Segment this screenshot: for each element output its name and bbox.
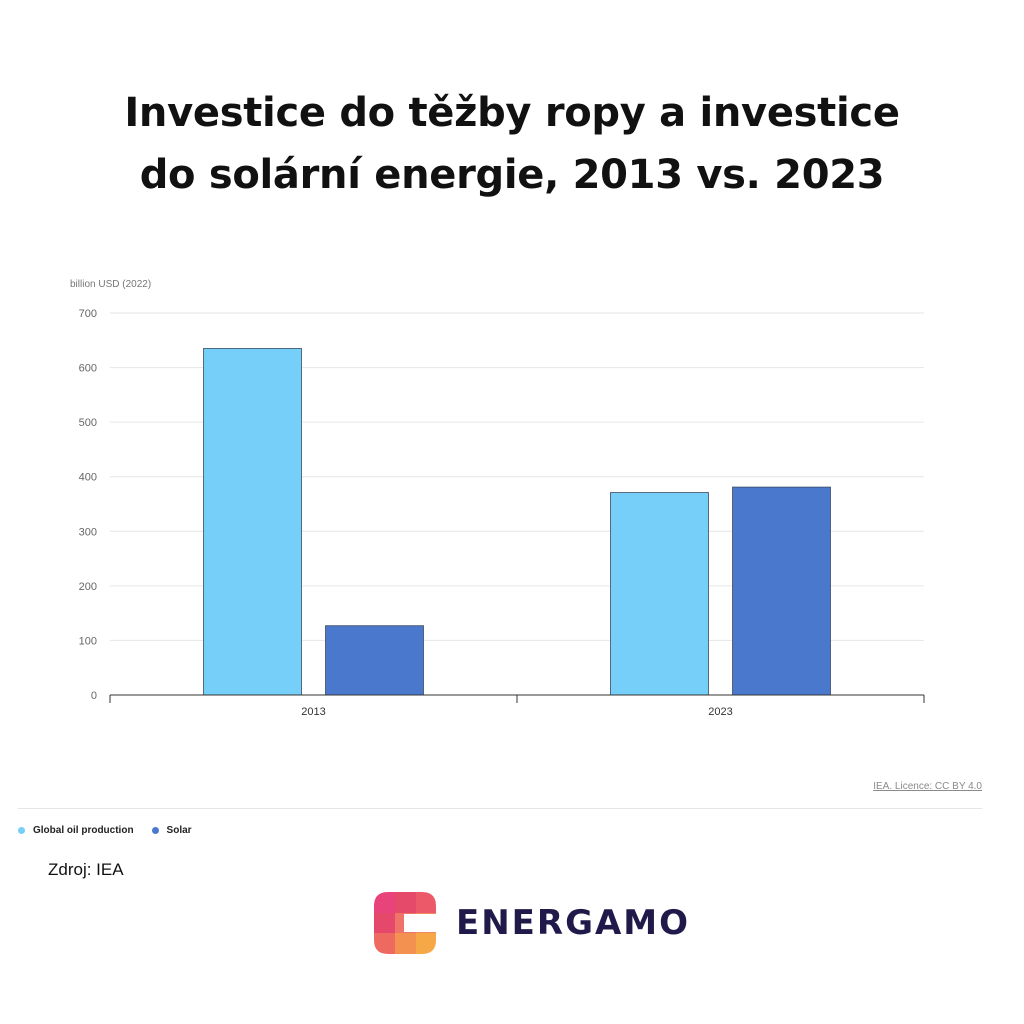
legend-item-oil[interactable]: Global oil production xyxy=(18,825,134,836)
bar-global-oil-production-2023[interactable] xyxy=(610,492,709,696)
x-tick-labels: 2013 2023 xyxy=(301,706,732,718)
y-tick-label: 400 xyxy=(79,472,97,484)
legend-label-oil: Global oil production xyxy=(33,824,134,836)
bar-solar-2023[interactable] xyxy=(732,486,831,696)
y-tick-label: 300 xyxy=(79,526,97,538)
x-axis xyxy=(109,694,925,703)
bar-chart: billion USD (2022) 0 100 200 300 400 500 600 70… xyxy=(70,279,925,718)
y-axis-label: billion USD (2022) xyxy=(70,279,151,290)
legend-swatch-solar xyxy=(151,826,159,834)
y-tick-label: 700 xyxy=(79,308,97,320)
source-text: Zdroj: IEA xyxy=(48,860,124,879)
legend-item-solar[interactable]: Solar xyxy=(151,824,192,836)
bar-global-oil-production-2013[interactable] xyxy=(203,348,302,696)
brand-name: ENERGAMO xyxy=(456,903,691,943)
y-tick-label: 200 xyxy=(79,581,97,593)
y-tick-labels: 0 100 200 300 400 500 600 700 xyxy=(79,308,97,702)
legend-label-solar: Solar xyxy=(166,824,192,836)
x-tick-label: 2013 xyxy=(301,706,325,718)
page-title-line-2: do solární energie, 2013 vs. 2023 xyxy=(139,152,885,198)
bars xyxy=(203,348,831,696)
page-title: Investice do těžby ropy a investice do s… xyxy=(0,82,1024,206)
y-tick-label: 100 xyxy=(79,635,97,647)
x-tick-label: 2023 xyxy=(708,706,732,718)
y-tick-label: 600 xyxy=(79,363,97,375)
legend-swatch-oil xyxy=(18,826,25,834)
bar-solar-2013[interactable] xyxy=(325,625,424,696)
brand: ENERGAMO xyxy=(374,892,690,954)
attribution-link[interactable]: IEA. Licence: CC BY 4.0 xyxy=(873,781,982,792)
y-tick-label: 500 xyxy=(79,417,97,429)
page-title-line-1: Investice do těžby ropy a investice xyxy=(124,90,900,136)
y-tick-label: 0 xyxy=(91,690,97,702)
energamo-logo-icon xyxy=(374,892,436,954)
legend-divider xyxy=(18,808,982,809)
legend: Global oil production Solar xyxy=(18,822,210,838)
